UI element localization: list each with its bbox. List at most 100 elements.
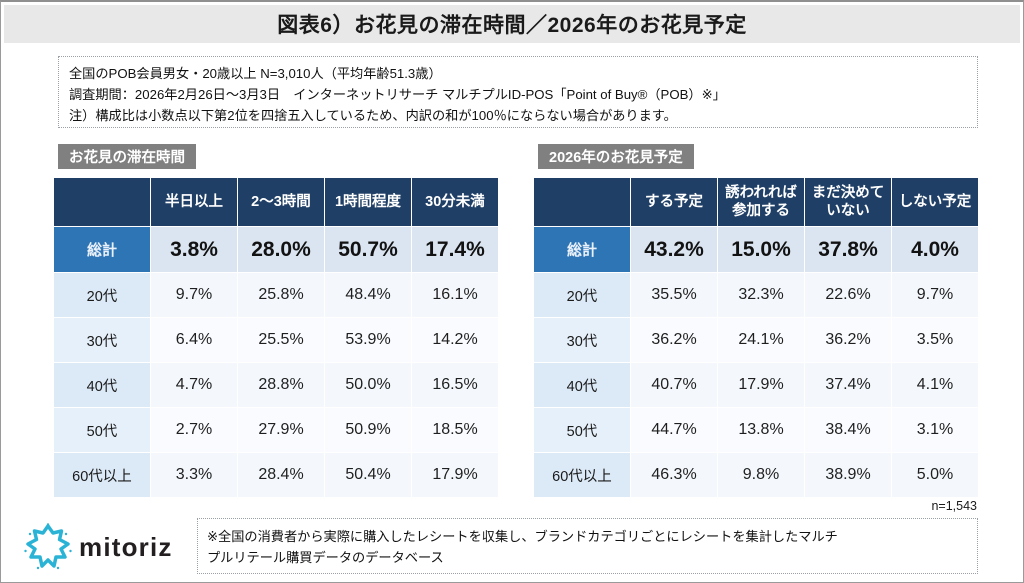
data-cell: 9.7% xyxy=(892,273,978,317)
table-row: 40代 4.7% 28.8% 50.0% 16.5% xyxy=(54,363,498,407)
data-cell: 53.9% xyxy=(325,318,411,362)
column-header: 2〜3時間 xyxy=(238,178,324,226)
data-cell: 38.4% xyxy=(805,408,891,452)
row-label: 60代以上 xyxy=(534,453,630,497)
title-bar: 図表6）お花見の滞在時間／2026年のお花見予定 xyxy=(4,5,1020,43)
row-label: 40代 xyxy=(534,363,630,407)
data-cell: 14.2% xyxy=(412,318,498,362)
data-cell: 3.8% xyxy=(151,227,237,272)
mitoriz-starburst-icon xyxy=(23,522,73,572)
data-cell: 3.1% xyxy=(892,408,978,452)
column-header: 30分未満 xyxy=(412,178,498,226)
data-cell: 25.8% xyxy=(238,273,324,317)
data-cell: 28.0% xyxy=(238,227,324,272)
column-header: 1時間程度 xyxy=(325,178,411,226)
row-label: 30代 xyxy=(534,318,630,362)
data-cell: 43.2% xyxy=(631,227,717,272)
data-cell: 6.4% xyxy=(151,318,237,362)
data-cell: 48.4% xyxy=(325,273,411,317)
column-header: 半日以上 xyxy=(151,178,237,226)
data-cell: 28.4% xyxy=(238,453,324,497)
row-label: 50代 xyxy=(534,408,630,452)
survey-note-box: 全国のPOB会員男女・20歳以上 N=3,010人（平均年齢51.3歳） 調査期… xyxy=(58,56,978,128)
data-cell: 4.0% xyxy=(892,227,978,272)
data-cell: 22.6% xyxy=(805,273,891,317)
data-cell: 50.9% xyxy=(325,408,411,452)
row-label: 総計 xyxy=(54,227,150,272)
row-label: 50代 xyxy=(54,408,150,452)
table-row: 総計 3.8% 28.0% 50.7% 17.4% xyxy=(54,227,498,272)
data-cell: 13.8% xyxy=(718,408,804,452)
data-cell: 3.3% xyxy=(151,453,237,497)
page-title: 図表6）お花見の滞在時間／2026年のお花見予定 xyxy=(277,14,747,37)
table-row: 40代 40.7% 17.9% 37.4% 4.1% xyxy=(534,363,978,407)
table-row: 60代以上 3.3% 28.4% 50.4% 17.9% xyxy=(54,453,498,497)
data-cell: 16.5% xyxy=(412,363,498,407)
data-cell: 50.7% xyxy=(325,227,411,272)
data-cell: 40.7% xyxy=(631,363,717,407)
row-label: 20代 xyxy=(534,273,630,317)
data-cell: 44.7% xyxy=(631,408,717,452)
data-cell: 50.4% xyxy=(325,453,411,497)
table-row: 50代 2.7% 27.9% 50.9% 18.5% xyxy=(54,408,498,452)
row-label: 40代 xyxy=(54,363,150,407)
column-header: 誘われれば 参加する xyxy=(718,178,804,226)
table-row: 30代 36.2% 24.1% 36.2% 3.5% xyxy=(534,318,978,362)
table-corner-cell xyxy=(54,178,150,226)
data-cell: 5.0% xyxy=(892,453,978,497)
data-cell: 50.0% xyxy=(325,363,411,407)
data-cell: 32.3% xyxy=(718,273,804,317)
data-cell: 2.7% xyxy=(151,408,237,452)
data-cell: 9.8% xyxy=(718,453,804,497)
table-row: 20代 35.5% 32.3% 22.6% 9.7% xyxy=(534,273,978,317)
data-cell: 37.8% xyxy=(805,227,891,272)
table-corner-cell xyxy=(534,178,630,226)
survey-note-line-1: 全国のPOB会員男女・20歳以上 N=3,010人（平均年齢51.3歳） xyxy=(69,66,442,81)
data-cell: 38.9% xyxy=(805,453,891,497)
table-row: 総計 43.2% 15.0% 37.8% 4.0% xyxy=(534,227,978,272)
data-cell: 18.5% xyxy=(412,408,498,452)
column-header: する予定 xyxy=(631,178,717,226)
data-cell: 3.5% xyxy=(892,318,978,362)
column-header: まだ決めて いない xyxy=(805,178,891,226)
section-badge-stay-duration: お花見の滞在時間 xyxy=(58,144,196,169)
data-cell: 9.7% xyxy=(151,273,237,317)
row-label: 総計 xyxy=(534,227,630,272)
sample-size-label: n=1,543 xyxy=(931,499,977,513)
data-cell: 4.1% xyxy=(892,363,978,407)
survey-note-line-2: 調査期間：2026年2月26日〜3月3日 インターネットリサーチ マルチプルID… xyxy=(69,87,726,102)
data-cell: 46.3% xyxy=(631,453,717,497)
data-cell: 4.7% xyxy=(151,363,237,407)
row-label: 60代以上 xyxy=(54,453,150,497)
mitoriz-wordmark: mitoriz xyxy=(79,532,173,562)
table-stay-duration: 半日以上 2〜3時間 1時間程度 30分未満 総計 3.8% 28.0% 50.7% 17.4%… xyxy=(53,177,499,498)
footnote-line-2: プルリテール購買データのデータベース xyxy=(207,550,444,565)
data-cell: 36.2% xyxy=(805,318,891,362)
survey-note-line-3: 注）構成比は小数点以下第2位を四捨五入しているため、内訳の和が100％にならない… xyxy=(69,108,677,123)
data-cell: 17.9% xyxy=(718,363,804,407)
data-cell: 28.8% xyxy=(238,363,324,407)
footnote-box: ※全国の消費者から実際に購入したレシートを収集し、ブランドカテゴリごとにレシート… xyxy=(197,518,978,574)
column-header: しない予定 xyxy=(892,178,978,226)
section-badge-2026-plan: 2026年のお花見予定 xyxy=(538,144,694,169)
table-row: 50代 44.7% 13.8% 38.4% 3.1% xyxy=(534,408,978,452)
table-row: 20代 9.7% 25.8% 48.4% 16.1% xyxy=(54,273,498,317)
data-cell: 35.5% xyxy=(631,273,717,317)
mitoriz-logo: mitoriz xyxy=(23,521,193,573)
data-cell: 36.2% xyxy=(631,318,717,362)
data-cell: 27.9% xyxy=(238,408,324,452)
row-label: 20代 xyxy=(54,273,150,317)
data-cell: 17.4% xyxy=(412,227,498,272)
data-cell: 24.1% xyxy=(718,318,804,362)
table-2026-plan: する予定 誘われれば 参加する まだ決めて いない しない予定 総計 43.2% 15.0% 37… xyxy=(533,177,979,498)
data-cell: 17.9% xyxy=(412,453,498,497)
data-cell: 15.0% xyxy=(718,227,804,272)
data-cell: 16.1% xyxy=(412,273,498,317)
table-row: 30代 6.4% 25.5% 53.9% 14.2% xyxy=(54,318,498,362)
row-label: 30代 xyxy=(54,318,150,362)
table-row: 60代以上 46.3% 9.8% 38.9% 5.0% xyxy=(534,453,978,497)
data-cell: 25.5% xyxy=(238,318,324,362)
data-cell: 37.4% xyxy=(805,363,891,407)
footnote-line-1: ※全国の消費者から実際に購入したレシートを収集し、ブランドカテゴリごとにレシート… xyxy=(207,529,838,544)
